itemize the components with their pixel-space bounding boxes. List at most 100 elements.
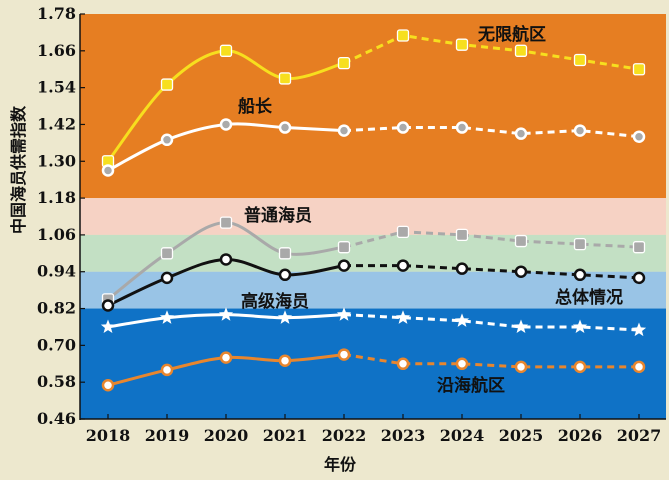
x-tick-label: 2027 xyxy=(617,426,662,445)
point-coastal-2018 xyxy=(101,379,115,392)
point-coastal-2024 xyxy=(455,357,469,371)
point-ordinary-2023 xyxy=(396,225,410,238)
series-forecast-line-ordinary xyxy=(343,230,640,249)
point-senior-2025 xyxy=(513,319,529,334)
point-captain-2024 xyxy=(455,121,469,134)
point-senior-2021 xyxy=(277,310,293,324)
series-forecast-line-coastal xyxy=(343,353,639,369)
series-label-coastal: 沿海航区 xyxy=(437,375,505,396)
y-tick-label: 1.66 xyxy=(37,41,76,60)
point-unlimited-2026 xyxy=(573,53,587,67)
point-unlimited-2027 xyxy=(632,63,646,76)
point-unlimited-2024 xyxy=(455,38,469,51)
x-tick-label: 2018 xyxy=(86,426,131,445)
point-overall-2025 xyxy=(514,265,528,278)
y-tick-label: 0.70 xyxy=(37,335,76,354)
point-captain-2019 xyxy=(160,133,174,147)
point-coastal-2022 xyxy=(337,348,351,361)
point-captain-2022 xyxy=(337,124,351,137)
x-tick-label: 2026 xyxy=(558,426,603,445)
y-tick-label: 0.82 xyxy=(37,299,76,318)
point-captain-2020 xyxy=(219,118,233,131)
point-unlimited-2022 xyxy=(337,56,351,70)
point-overall-2019 xyxy=(160,271,174,285)
point-senior-2018 xyxy=(100,319,116,334)
y-tick-label: 0.58 xyxy=(37,372,76,391)
x-tick-label: 2020 xyxy=(204,426,249,445)
axes-layer: 1.78 1.66 1.54 1.42 1.30 1.18 1.06 0.94 0.82 0.70… xyxy=(37,4,666,445)
point-captain-2025 xyxy=(514,127,528,140)
series-label-senior: 高级海员 xyxy=(241,291,309,312)
point-senior-2019 xyxy=(159,310,175,324)
x-tick-label: 2022 xyxy=(322,426,367,445)
point-coastal-2023 xyxy=(396,357,410,371)
point-overall-2020 xyxy=(219,253,233,266)
y-tick-label: 1.06 xyxy=(37,225,76,244)
point-senior-2024 xyxy=(454,313,470,327)
point-ordinary-2022 xyxy=(337,241,351,254)
point-unlimited-2019 xyxy=(160,78,174,91)
y-tick-label: 0.46 xyxy=(37,409,76,428)
y-tick-label: 1.42 xyxy=(37,114,76,133)
series-forecast-line-overall xyxy=(344,264,640,280)
point-captain-2027 xyxy=(632,130,646,143)
point-senior-2022 xyxy=(336,307,352,321)
point-coastal-2027 xyxy=(632,360,646,374)
point-senior-2020 xyxy=(218,307,234,321)
series-label-overall: 总体情况 xyxy=(555,287,623,308)
series-label-captain: 船长 xyxy=(238,96,273,117)
x-tick-label: 2024 xyxy=(440,426,485,445)
point-unlimited-2020 xyxy=(219,44,233,57)
y-axis-title: 中国海员供需指数 xyxy=(9,105,28,234)
point-captain-2021 xyxy=(278,121,292,134)
band-layer xyxy=(80,14,666,419)
band-pink-zone xyxy=(80,198,666,235)
x-axis-title: 年份 xyxy=(324,455,357,474)
y-tick-label: 1.78 xyxy=(37,4,76,23)
x-tick-label: 2023 xyxy=(381,426,426,445)
point-overall-2023 xyxy=(396,259,410,272)
series-forecast-line-senior xyxy=(343,313,640,332)
point-coastal-2026 xyxy=(573,360,587,374)
point-unlimited-2023 xyxy=(396,29,410,42)
point-unlimited-2021 xyxy=(278,72,292,85)
point-coastal-2025 xyxy=(514,360,528,374)
point-ordinary-2027 xyxy=(632,241,646,254)
point-captain-2026 xyxy=(573,124,587,137)
band-blue-zone xyxy=(80,308,666,419)
point-coastal-2020 xyxy=(219,351,233,364)
point-senior-2027 xyxy=(631,322,647,337)
band-lightblue-zone xyxy=(80,271,666,309)
series-forecast-line-captain xyxy=(343,126,640,139)
point-overall-2024 xyxy=(455,262,469,275)
series-forecast-line-unlimited xyxy=(343,33,640,71)
point-overall-2027 xyxy=(632,271,646,285)
marker-layer xyxy=(100,29,647,392)
point-captain-2018 xyxy=(101,164,115,177)
point-senior-2026 xyxy=(572,319,588,334)
y-tick-label: 0.94 xyxy=(37,262,76,281)
point-coastal-2021 xyxy=(278,354,292,367)
series-label-unlimited: 无限航区 xyxy=(477,24,546,45)
label-layer: 无限航区 船长 普通海员 总体情况 高级海员 沿海航区 xyxy=(238,24,623,396)
point-overall-2022 xyxy=(337,259,351,272)
point-ordinary-2024 xyxy=(455,228,469,242)
x-tick-label: 2021 xyxy=(263,426,308,445)
series-label-ordinary: 普通海员 xyxy=(244,205,312,226)
point-overall-2026 xyxy=(573,268,587,282)
point-senior-2023 xyxy=(395,310,411,324)
point-overall-2018 xyxy=(101,299,115,312)
point-overall-2021 xyxy=(278,268,292,282)
y-tick-label: 1.18 xyxy=(37,188,76,207)
point-ordinary-2020 xyxy=(219,216,233,229)
point-unlimited-2025 xyxy=(514,44,528,57)
point-ordinary-2019 xyxy=(160,247,174,260)
point-ordinary-2025 xyxy=(514,234,528,248)
y-tick-label: 1.30 xyxy=(37,151,76,170)
point-ordinary-2026 xyxy=(573,237,587,251)
y-tick-label: 1.54 xyxy=(37,78,76,97)
point-ordinary-2021 xyxy=(278,247,292,260)
point-coastal-2019 xyxy=(160,363,174,377)
